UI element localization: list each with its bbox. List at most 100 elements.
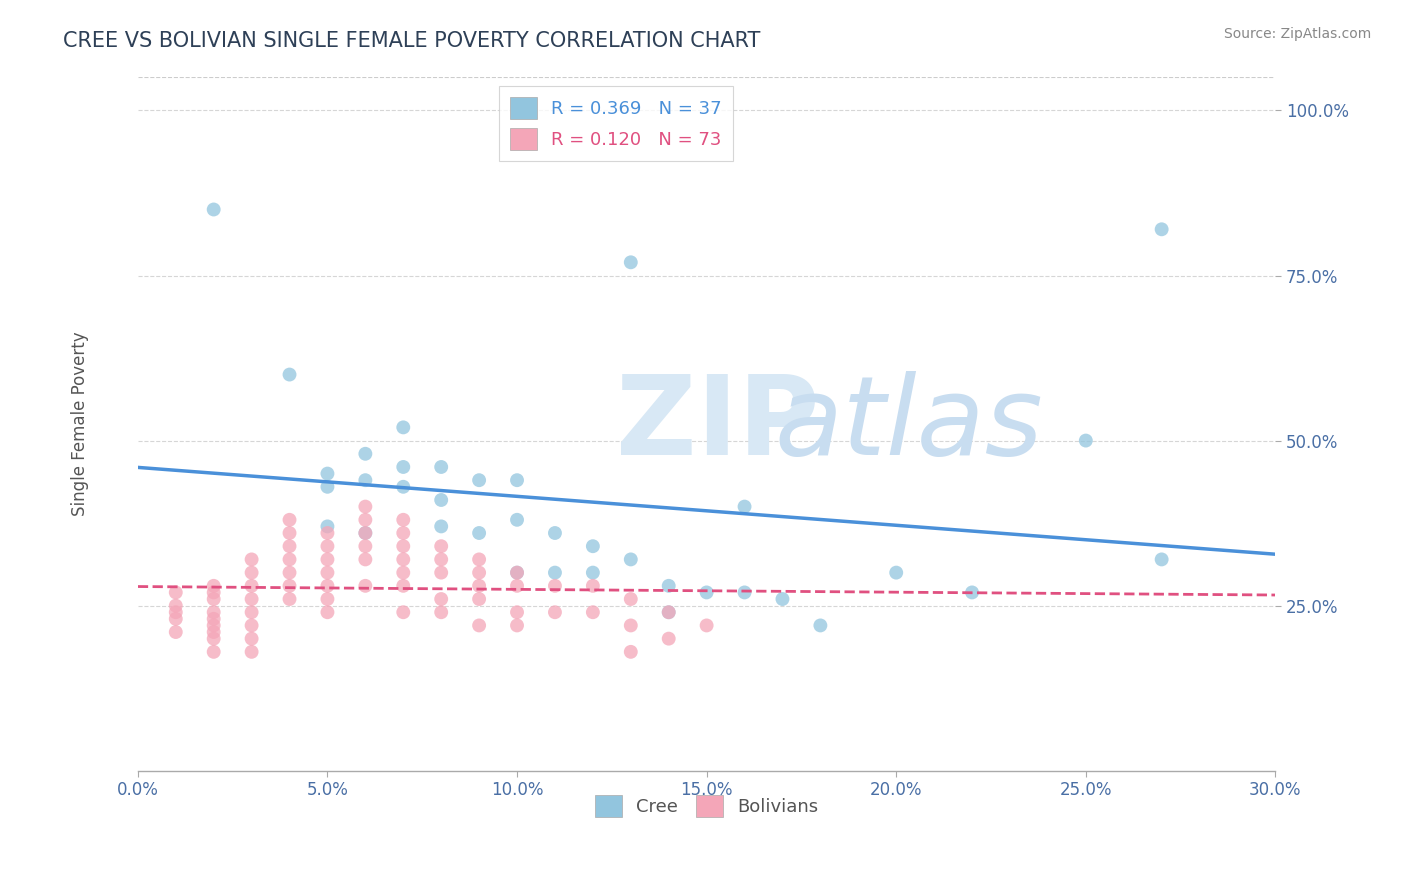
Point xyxy=(620,618,643,632)
Point xyxy=(278,566,301,580)
Text: Source: ZipAtlas.com: Source: ZipAtlas.com xyxy=(1223,27,1371,41)
Point xyxy=(165,625,187,640)
Point xyxy=(960,585,983,599)
Point xyxy=(354,539,377,553)
Point xyxy=(240,618,263,632)
Point xyxy=(392,566,415,580)
Point xyxy=(1074,434,1097,448)
Point xyxy=(240,579,263,593)
Point xyxy=(240,632,263,646)
Point xyxy=(506,513,529,527)
Point xyxy=(658,632,681,646)
Point xyxy=(468,618,491,632)
Point xyxy=(202,605,225,619)
Point xyxy=(430,519,453,533)
Point xyxy=(354,500,377,514)
Text: atlas: atlas xyxy=(775,370,1043,477)
Point xyxy=(278,526,301,541)
Point xyxy=(468,579,491,593)
Point xyxy=(165,599,187,613)
Y-axis label: Single Female Poverty: Single Female Poverty xyxy=(72,332,89,516)
Point xyxy=(278,552,301,566)
Point xyxy=(696,618,718,632)
Point xyxy=(316,526,339,541)
Point xyxy=(620,552,643,566)
Point xyxy=(354,526,377,541)
Point xyxy=(430,566,453,580)
Point xyxy=(354,579,377,593)
Point xyxy=(392,480,415,494)
Point xyxy=(202,585,225,599)
Point xyxy=(202,579,225,593)
Point xyxy=(202,645,225,659)
Text: ZIP: ZIP xyxy=(616,370,820,477)
Point xyxy=(392,552,415,566)
Point xyxy=(354,473,377,487)
Point xyxy=(772,592,794,607)
Point xyxy=(658,579,681,593)
Legend: Cree, Bolivians: Cree, Bolivians xyxy=(588,788,825,824)
Point xyxy=(468,473,491,487)
Point xyxy=(165,605,187,619)
Point xyxy=(430,605,453,619)
Point xyxy=(506,618,529,632)
Point xyxy=(354,552,377,566)
Point xyxy=(544,526,567,541)
Point xyxy=(316,467,339,481)
Point xyxy=(316,539,339,553)
Point xyxy=(202,632,225,646)
Point xyxy=(808,618,831,632)
Point xyxy=(1150,222,1173,236)
Point xyxy=(240,645,263,659)
Point xyxy=(544,605,567,619)
Point xyxy=(202,625,225,640)
Point xyxy=(316,480,339,494)
Point xyxy=(392,460,415,475)
Point xyxy=(240,605,263,619)
Point xyxy=(278,579,301,593)
Point xyxy=(278,513,301,527)
Point xyxy=(506,605,529,619)
Point xyxy=(696,585,718,599)
Point xyxy=(278,539,301,553)
Point xyxy=(354,513,377,527)
Point xyxy=(468,526,491,541)
Point xyxy=(734,585,756,599)
Point xyxy=(544,566,567,580)
Point xyxy=(506,473,529,487)
Point xyxy=(165,612,187,626)
Point xyxy=(316,566,339,580)
Point xyxy=(202,592,225,607)
Point xyxy=(468,592,491,607)
Point xyxy=(430,493,453,508)
Point xyxy=(506,579,529,593)
Point xyxy=(582,579,605,593)
Point xyxy=(658,605,681,619)
Point xyxy=(506,566,529,580)
Point xyxy=(468,552,491,566)
Point xyxy=(430,539,453,553)
Point xyxy=(884,566,907,580)
Point xyxy=(278,368,301,382)
Point xyxy=(278,592,301,607)
Point xyxy=(392,539,415,553)
Point xyxy=(392,579,415,593)
Point xyxy=(620,645,643,659)
Point xyxy=(430,552,453,566)
Point xyxy=(506,566,529,580)
Point xyxy=(392,513,415,527)
Point xyxy=(430,592,453,607)
Point xyxy=(316,605,339,619)
Point xyxy=(582,539,605,553)
Point xyxy=(354,447,377,461)
Point xyxy=(202,618,225,632)
Point xyxy=(240,552,263,566)
Point xyxy=(468,566,491,580)
Point xyxy=(316,592,339,607)
Point xyxy=(582,605,605,619)
Point xyxy=(240,566,263,580)
Point xyxy=(658,605,681,619)
Point xyxy=(316,552,339,566)
Point xyxy=(240,592,263,607)
Point xyxy=(392,605,415,619)
